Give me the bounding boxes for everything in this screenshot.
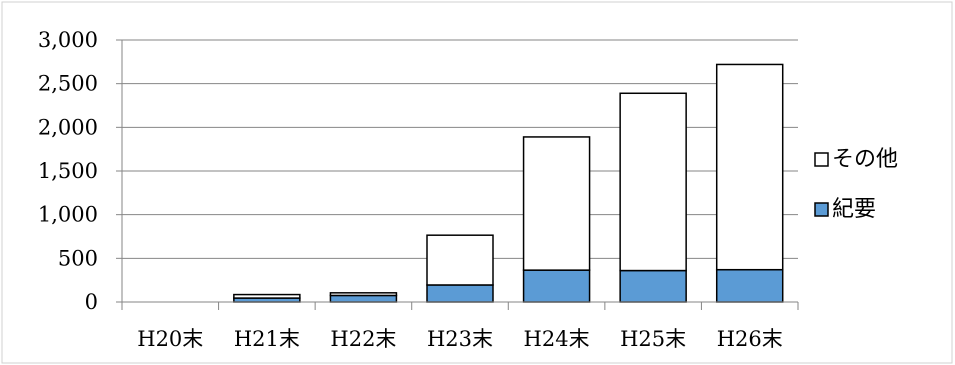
bar-segment bbox=[233, 293, 301, 299]
legend-swatch bbox=[814, 152, 829, 167]
legend-label: 紀要 bbox=[832, 197, 876, 222]
bar-segment bbox=[619, 269, 687, 303]
x-tick-label: H24末 bbox=[524, 327, 590, 351]
x-tick-label: H22末 bbox=[330, 327, 396, 351]
bars bbox=[233, 63, 784, 303]
axes bbox=[116, 39, 799, 310]
bar-segment bbox=[715, 268, 784, 303]
y-tick-label: 500 bbox=[58, 246, 98, 270]
x-tick-label: H20末 bbox=[137, 327, 203, 351]
y-tick-label: 1,000 bbox=[38, 203, 98, 227]
bar-segment bbox=[426, 284, 494, 303]
bar-segment bbox=[329, 292, 398, 297]
x-tick-label: H25末 bbox=[620, 327, 686, 351]
x-tick-label: H23末 bbox=[427, 327, 493, 351]
y-tick-label: 2,000 bbox=[38, 115, 98, 139]
bar-segment bbox=[522, 136, 591, 271]
bar-segment bbox=[426, 234, 494, 286]
y-tick-label: 3,000 bbox=[38, 28, 98, 52]
y-tick-labels: 0 500 1,000 1,500 2,000 2,500 3,000 bbox=[38, 28, 98, 314]
legend-label: その他 bbox=[832, 147, 898, 172]
y-tick-label: 1,500 bbox=[38, 159, 98, 183]
y-tick-label: 2,500 bbox=[38, 72, 98, 96]
x-tick-label: H26末 bbox=[717, 327, 783, 351]
legend-swatch bbox=[814, 202, 829, 217]
bar-segment bbox=[619, 92, 687, 272]
bar-segment bbox=[522, 269, 591, 303]
y-tick-label: 0 bbox=[85, 290, 98, 314]
x-tick-labels: H20末 H21末 H22末 H23末 H24末 H25末 H26末 bbox=[137, 327, 782, 351]
bar-segment bbox=[329, 294, 398, 303]
x-tick-label: H21末 bbox=[234, 327, 300, 351]
bar-segment bbox=[715, 63, 784, 271]
